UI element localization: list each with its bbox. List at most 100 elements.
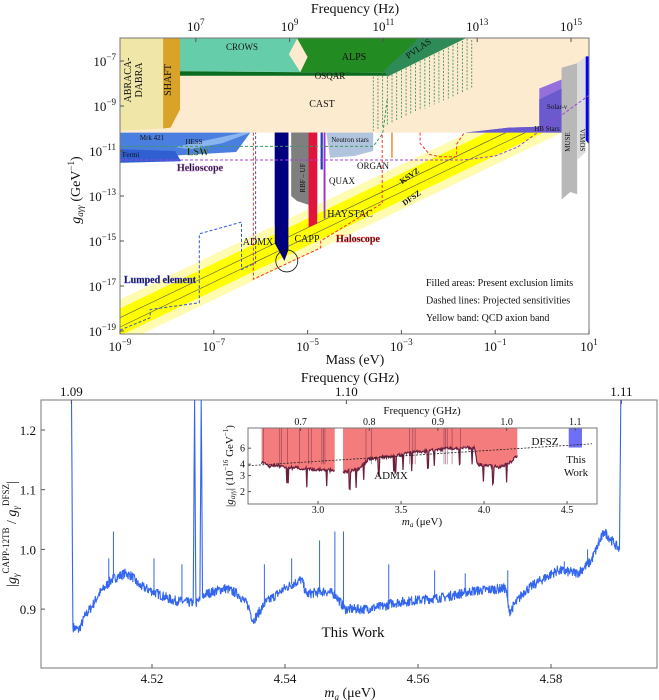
label-fermi: Fermi bbox=[123, 151, 140, 159]
inset-this-work-label-line1: This bbox=[566, 454, 586, 466]
region-rbf-uf-overlay bbox=[291, 132, 310, 205]
legend-note: Filled areas: Present exclusion limits bbox=[426, 278, 573, 289]
region-haystac-overlay bbox=[323, 132, 326, 219]
ratio-tick-label: 1.2 bbox=[20, 423, 36, 438]
exclusion-plot-area bbox=[120, 38, 589, 334]
ratio-tick-label: 1.0 bbox=[20, 542, 36, 557]
region-osqar bbox=[180, 71, 391, 76]
label-haloscope: Haloscope bbox=[336, 234, 380, 245]
inset-coupling-tick-label: 6 bbox=[240, 444, 245, 455]
inset-mass-tick-label: 3.5 bbox=[395, 505, 408, 516]
label-abracadabra-line2: DABRA bbox=[134, 62, 145, 98]
label-osqar: OSQAR bbox=[315, 71, 346, 81]
coupling-tick-label: 10−9 bbox=[93, 97, 116, 114]
mass-tick-label: 4.52 bbox=[141, 671, 164, 686]
frequency-tick-label: 1.09 bbox=[60, 384, 83, 399]
frequency-tick-label: 1013 bbox=[466, 17, 489, 34]
frequency-tick-label: 1.11 bbox=[610, 384, 632, 399]
label-admx: ADMX bbox=[243, 237, 274, 248]
inset-frequency-tick-label: 1.1 bbox=[569, 417, 582, 428]
label-neutron-stars: Neutron stars bbox=[331, 136, 369, 144]
inset-coupling-tick-label: 3 bbox=[240, 471, 245, 482]
coupling-axis-title: gaγγ (GeV−1) bbox=[66, 156, 85, 224]
this-work-exclusion-fill bbox=[568, 428, 582, 448]
exclusion-plot: 10−9 10−7 10−5 10−3 10−1 101 10−7 10−9 10−11 10−1… bbox=[66, 2, 598, 368]
dfsz-line bbox=[120, 132, 526, 328]
inset-frequency-tick-label: 1.0 bbox=[500, 417, 513, 428]
inset-frequency-axis-title: Frequency (GHz) bbox=[383, 405, 461, 417]
coupling-tick-label: 10−11 bbox=[89, 142, 116, 159]
region-blue-edge bbox=[585, 56, 589, 145]
inset-coupling-tick-label: 4 bbox=[240, 460, 245, 471]
mass-tick-label: 10−7 bbox=[202, 337, 225, 354]
region-shaft bbox=[163, 38, 180, 129]
legend-note: Yellow band: QCD axion band bbox=[426, 313, 549, 324]
inset-axes: 3.0 3.5 4.0 4.5 2 34 6 0.7 0.8 0.9 1.0 1.1 Frequency… bbox=[222, 405, 589, 529]
legend-note: Dashed lines: Projected sensitivities bbox=[426, 296, 570, 307]
mass-axis-title: ma (μeV) bbox=[324, 686, 376, 700]
ratio-plot: 4.52 4.54 4.56 4.580.91.01.11.21.09 1.10 1.11… bbox=[1, 371, 658, 700]
coupling-tick-label: 10−13 bbox=[89, 187, 117, 204]
mass-tick-label: 10−5 bbox=[296, 337, 319, 354]
inset-plot: 3.0 3.5 4.0 4.5 2 34 6 0.7 0.8 0.9 1.0 1.1 Frequency… bbox=[222, 405, 598, 529]
frequency-axis-title: Frequency (GHz) bbox=[301, 371, 400, 386]
region-alps bbox=[297, 38, 419, 73]
inset-this-work-label-line2: Work bbox=[564, 467, 589, 479]
mass-tick-label: 4.58 bbox=[540, 671, 563, 686]
region-crows bbox=[180, 38, 301, 73]
inset-mass-tick-label: 4.5 bbox=[561, 505, 574, 516]
frequency-tick-label: 107 bbox=[187, 17, 205, 34]
region-fermi bbox=[120, 149, 181, 163]
coupling-tick-label: 10−17 bbox=[89, 277, 117, 294]
inset-mass-axis-title: ma (μeV) bbox=[402, 516, 443, 529]
coupling-tick-label: 10−19 bbox=[89, 322, 117, 339]
qcd-band-inner bbox=[120, 132, 544, 334]
label-alps: ALPS bbox=[342, 52, 366, 63]
ratio-tick-label: 1.1 bbox=[20, 483, 36, 498]
ratio-plot-area bbox=[70, 400, 623, 633]
projection-haloscope bbox=[252, 132, 383, 280]
label-crows: CROWS bbox=[226, 42, 258, 52]
ratio-tick-label: 0.9 bbox=[20, 602, 36, 617]
label-vimos: VIMOS bbox=[578, 129, 586, 152]
label-hb-stars: HB Stars bbox=[534, 125, 560, 133]
exclusion-plot-frame bbox=[119, 37, 590, 335]
label-lsw: LSW bbox=[187, 147, 209, 158]
inset-dfsz-label: DFSZ bbox=[532, 436, 559, 448]
frequency-axis-title: Frequency (Hz) bbox=[311, 2, 400, 17]
ratio-plot-axes: 4.52 4.54 4.56 4.580.91.01.11.21.09 1.10 1.11… bbox=[1, 371, 633, 700]
qcd-band-outer bbox=[120, 132, 562, 334]
label-muse: MUSE bbox=[564, 132, 572, 151]
mass-tick-label: 10−1 bbox=[484, 337, 507, 354]
mass-tick-label: 4.56 bbox=[407, 671, 430, 686]
label-helioscope: Helioscope bbox=[177, 163, 224, 174]
mass-tick-label: 101 bbox=[580, 337, 598, 354]
qcd-axion-band bbox=[120, 132, 562, 334]
projection-lumped-element bbox=[120, 132, 257, 331]
label-cast: CAST bbox=[309, 99, 335, 110]
mass-axis-title: Mass (eV) bbox=[326, 353, 385, 368]
admx-limit-curve bbox=[261, 461, 335, 488]
label-solar-nu: Solar-ν bbox=[547, 103, 567, 111]
region-organ bbox=[391, 132, 393, 158]
this-work-highlight-circle bbox=[275, 249, 299, 273]
label-mrk421: Mrk 421 bbox=[140, 134, 165, 142]
admx-limit-curve bbox=[342, 444, 518, 491]
region-admx-overlay bbox=[274, 132, 289, 261]
inset-admx-label: ADMX bbox=[374, 470, 408, 482]
projection-helioscope bbox=[120, 94, 589, 161]
label-haystac: HAYSTAC bbox=[327, 209, 373, 220]
region-pvlas bbox=[384, 38, 466, 77]
inset-plot-area bbox=[248, 428, 592, 491]
ratio-curve bbox=[70, 400, 623, 633]
label-rbf-uf: RBF – UF bbox=[299, 163, 307, 192]
inset-mass-tick-label: 3.0 bbox=[312, 505, 325, 516]
exclusion-plot-axes: 10−9 10−7 10−5 10−3 10−1 101 10−7 10−9 10−11 10−1… bbox=[66, 2, 598, 368]
mass-tick-label: 4.54 bbox=[274, 671, 297, 686]
region-capp-overlay bbox=[308, 132, 318, 228]
label-organ: ORGAN bbox=[357, 161, 390, 171]
coupling-tick-label: 10−7 bbox=[93, 52, 116, 69]
label-capp: CAPP bbox=[294, 234, 319, 245]
label-hess: HESS bbox=[185, 138, 202, 146]
